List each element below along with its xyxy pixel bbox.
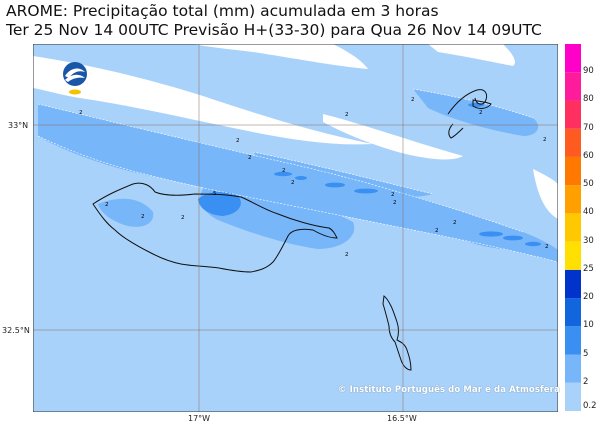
contour-label-2mm: 2 [291,180,295,186]
contour-label-2mm: 2 [345,252,349,258]
colorbar-tick-label: 40 [583,207,594,218]
contour-label-2mm: 2 [236,138,240,144]
colorbar-segment [565,298,581,327]
colorbar-segment [565,72,581,101]
contour-label-2mm: 2 [141,214,145,220]
colorbar-segment [565,241,581,270]
contour-label-2mm: 2 [453,220,457,226]
colorbar-segment [565,156,581,186]
colorbar-tick-label: 60 [583,150,594,161]
contour-label-2mm: 2 [435,228,439,234]
precip-colorbar [565,44,581,411]
contour-label-2mm: 2 [411,97,415,103]
colorbar-tick-label: 0.2 [583,401,597,411]
coastline-desertas [382,295,412,371]
colorbar-segment [565,44,581,73]
colorbar-tick-label: 80 [583,94,594,105]
map-title: AROME: Precipitação total (mm) acumulada… [6,2,439,20]
forecast-subtitle: Ter 25 Nov 14 00UTC Previsão H+(33-30) p… [6,21,542,39]
contour-labels: 2 2 2 2 2 2 2 2 2 2 2 2 2 2 2 2 2 2 5 [79,97,549,258]
ipma-logo-icon [63,62,87,95]
colorbar-tick-label: 2 [583,376,589,387]
lon-label-17w: 17°W [188,414,211,423]
contour-label-5mm: 5 [213,191,217,197]
dry-areas [33,44,558,219]
colorbar-segment [565,354,581,383]
colorbar-tick-label: 25 [583,263,594,274]
colorbar-tick-label: 50 [583,179,594,190]
contour-label-2mm: 2 [393,200,397,206]
coastline-madeira [92,182,338,273]
colorbar-tick-label: 10 [583,320,594,331]
contour-label-2mm: 2 [391,192,395,198]
contour-label-2mm: 2 [181,215,185,221]
colorbar-tick-label: 5 [583,348,589,359]
contour-label-2mm: 2 [479,110,483,116]
colorbar-segment [565,100,581,129]
contour-label-2mm: 2 [345,112,349,118]
lat-label-32-5n: 32.5°N [2,326,30,335]
colorbar-segment [565,128,581,157]
colorbar-tick-label: 70 [583,122,594,133]
colorbar-segment [565,213,581,242]
colorbar-segment [565,326,581,355]
graticule [33,44,558,412]
contour-label-2mm: 2 [282,168,286,174]
colorbar-segment [565,382,581,411]
precip-field-5mm [198,103,541,247]
precipitation-map: 2 2 2 2 2 2 2 2 2 2 2 2 2 2 2 2 2 2 5 [33,44,558,412]
coastline-porto-santo [447,89,492,139]
copyright-notice: © Instituto Português do Mar e da Atmosf… [338,385,560,395]
contour-label-2mm: 2 [248,155,252,161]
colorbar-tick-label: 30 [583,235,594,246]
contour-label-2mm: 2 [543,137,547,143]
colorbar-segment [565,269,581,299]
lon-label-16-5w: 16.5°W [387,414,417,423]
colorbar-tick-label: 20 [583,292,594,303]
colorbar-segment [565,185,581,214]
contour-label-2mm: 2 [545,244,549,250]
contour-label-2mm: 2 [105,202,109,208]
lat-label-33n: 33°N [8,121,29,130]
contour-label-2mm: 2 [79,110,83,116]
colorbar-tick-label: 90 [583,66,594,77]
